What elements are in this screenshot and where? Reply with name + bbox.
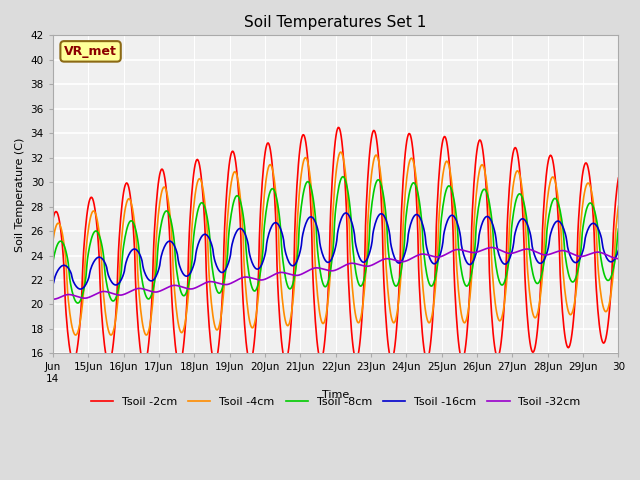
Title: Soil Temperatures Set 1: Soil Temperatures Set 1: [244, 15, 427, 30]
Tsoil -4cm: [220, 286, 228, 291]
Tsoil -2cm: [334, 125, 342, 131]
Tsoil -16cm: [396, 260, 403, 266]
Tsoil -2cm: [220, 244, 228, 250]
Tsoil -8cm: [396, 276, 403, 282]
Line: Tsoil -4cm: Tsoil -4cm: [53, 152, 618, 335]
Tsoil -4cm: [72, 332, 79, 338]
Tsoil -2cm: [49, 217, 57, 223]
Tsoil -16cm: [269, 221, 277, 227]
Tsoil -8cm: [49, 259, 57, 265]
Line: Tsoil -16cm: Tsoil -16cm: [53, 213, 618, 289]
Line: Tsoil -8cm: Tsoil -8cm: [53, 177, 618, 303]
Tsoil -2cm: [248, 355, 256, 361]
Tsoil -16cm: [220, 269, 228, 275]
Line: Tsoil -2cm: Tsoil -2cm: [53, 128, 618, 365]
Tsoil -32cm: [220, 281, 227, 287]
Tsoil -32cm: [248, 275, 255, 281]
Tsoil -8cm: [220, 279, 228, 285]
Tsoil -32cm: [426, 252, 433, 258]
Tsoil -4cm: [248, 325, 256, 331]
Text: VR_met: VR_met: [64, 45, 117, 58]
Y-axis label: Soil Temperature (C): Soil Temperature (C): [15, 137, 25, 252]
Tsoil -8cm: [428, 283, 435, 289]
Tsoil -8cm: [248, 285, 256, 290]
Tsoil -4cm: [269, 170, 277, 176]
Tsoil -8cm: [269, 186, 277, 192]
Tsoil -2cm: [396, 277, 403, 283]
Tsoil -32cm: [115, 292, 123, 298]
Tsoil -8cm: [614, 226, 622, 232]
Tsoil -4cm: [396, 291, 403, 297]
Tsoil -16cm: [342, 210, 349, 216]
Tsoil -32cm: [49, 296, 57, 302]
Tsoil -4cm: [49, 238, 57, 244]
Tsoil -16cm: [76, 286, 84, 292]
Tsoil -2cm: [614, 175, 622, 181]
Line: Tsoil -32cm: Tsoil -32cm: [53, 248, 618, 299]
Tsoil -16cm: [614, 248, 622, 253]
Tsoil -32cm: [614, 256, 622, 262]
Tsoil -4cm: [116, 262, 124, 267]
Tsoil -32cm: [269, 273, 276, 278]
Tsoil -4cm: [614, 203, 622, 209]
Tsoil -8cm: [74, 300, 82, 306]
Tsoil -16cm: [49, 282, 57, 288]
Tsoil -4cm: [337, 149, 344, 155]
Tsoil -8cm: [116, 278, 124, 284]
Tsoil -16cm: [116, 279, 124, 285]
Legend: Tsoil -2cm, Tsoil -4cm, Tsoil -8cm, Tsoil -16cm, Tsoil -32cm: Tsoil -2cm, Tsoil -4cm, Tsoil -8cm, Tsoi…: [86, 393, 585, 411]
Tsoil -2cm: [140, 362, 148, 368]
Tsoil -2cm: [428, 335, 435, 341]
X-axis label: Time: Time: [322, 390, 349, 400]
Tsoil -16cm: [428, 258, 435, 264]
Tsoil -4cm: [428, 316, 435, 322]
Tsoil -16cm: [248, 259, 256, 265]
Tsoil -8cm: [339, 174, 346, 180]
Tsoil -32cm: [394, 258, 402, 264]
Tsoil -2cm: [115, 236, 123, 241]
Tsoil -2cm: [269, 175, 277, 180]
Tsoil -32cm: [488, 245, 495, 251]
